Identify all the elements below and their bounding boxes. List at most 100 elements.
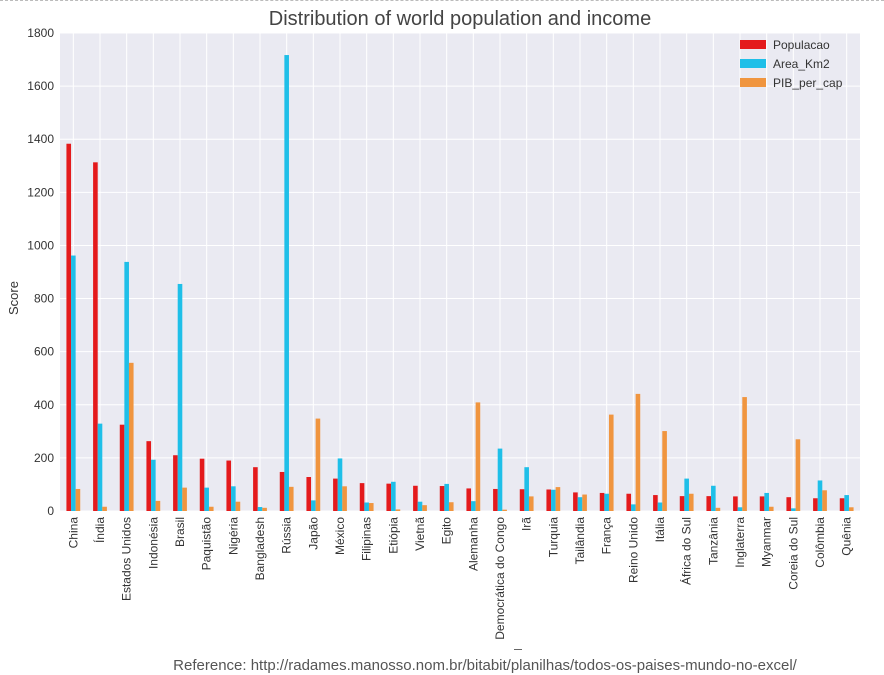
x-tick-label: Alemanha: [466, 517, 480, 571]
y-axis-label: Score: [6, 281, 21, 315]
bar-pib-per-cap: [742, 397, 747, 511]
bar-pib-per-cap: [395, 509, 401, 511]
bar-area-km2: [844, 495, 849, 511]
bar-area-km2: [151, 459, 156, 511]
x-tick-label: Bangladesh: [253, 517, 267, 580]
bar-populacao: [786, 497, 792, 511]
top-dashed-rule: [0, 0, 884, 1]
bar-area-km2: [337, 458, 343, 511]
bar-area-km2: [284, 55, 289, 512]
bar-area-km2: [817, 480, 823, 511]
bar-populacao: [706, 496, 712, 511]
y-tick-label: 0: [47, 504, 54, 518]
bar-pib-per-cap: [768, 506, 774, 511]
bar-pib-per-cap: [342, 486, 347, 511]
bar-pib-per-cap: [795, 439, 801, 511]
bar-pib-per-cap: [635, 393, 641, 511]
bar-populacao: [333, 478, 338, 511]
bar-populacao: [173, 455, 178, 511]
x-tick-label: Japão: [306, 517, 320, 550]
legend-label: Populacao: [773, 38, 830, 52]
bar-area-km2: [471, 501, 476, 511]
x-tick-label: Irã: [520, 517, 534, 531]
x-tick-label: Itália: [653, 517, 667, 543]
x-tick-label: Vietnã: [413, 517, 427, 551]
bar-populacao: [386, 483, 392, 511]
bar-populacao: [119, 424, 125, 511]
bar-pib-per-cap: [262, 507, 267, 511]
x-tick-label: Turquia: [546, 517, 560, 558]
x-tick-label: Tailândia: [573, 517, 587, 565]
bar-area-km2: [497, 448, 503, 511]
legend-label: PIB_per_cap: [773, 76, 843, 90]
bar-populacao: [733, 496, 738, 511]
bar-pib-per-cap: [475, 402, 481, 511]
bar-pib-per-cap: [528, 496, 534, 511]
x-tick-label: África do Sul: [679, 517, 694, 585]
y-tick-label: 600: [34, 345, 54, 359]
bar-area-km2: [551, 489, 556, 511]
x-tick-label: Myanmar: [760, 517, 774, 567]
bar-area-km2: [577, 497, 583, 511]
legend-label: Area_Km2: [773, 57, 830, 71]
bar-area-km2: [177, 283, 183, 511]
bar-populacao: [253, 467, 258, 511]
bar-area-km2: [311, 500, 316, 511]
bar-pib-per-cap: [315, 418, 321, 511]
bar-pib-per-cap: [75, 488, 81, 511]
x-tick-label: México: [333, 517, 347, 555]
bar-populacao: [306, 477, 312, 511]
bar-pib-per-cap: [822, 490, 827, 511]
bar-pib-per-cap: [662, 431, 667, 511]
x-tick-label: Inglaterra: [733, 517, 747, 568]
bar-pib-per-cap: [582, 494, 587, 511]
bar-populacao: [466, 488, 472, 511]
bar-populacao: [146, 441, 152, 511]
y-tick-label: 1200: [27, 185, 54, 199]
bar-area-km2: [204, 487, 209, 511]
plot-area: [60, 33, 860, 511]
bar-populacao: [626, 493, 632, 511]
bar-pib-per-cap: [102, 506, 107, 511]
y-tick-label: 1600: [27, 79, 54, 93]
bar-area-km2: [631, 504, 636, 511]
bar-pib-per-cap: [608, 414, 614, 511]
bar-populacao: [519, 489, 525, 511]
bar-populacao: [546, 489, 552, 511]
bar-pib-per-cap: [502, 509, 507, 511]
chart-title: Distribution of world population and inc…: [269, 8, 651, 30]
reference-note: Reference: http://radames.manosso.nom.br…: [173, 657, 797, 674]
x-tick-label: Coreia do Sul: [786, 517, 800, 590]
bar-populacao: [413, 485, 418, 511]
y-tick-label: 1800: [27, 26, 54, 40]
x-tick-label: Indonésia: [146, 517, 160, 569]
bar-populacao: [279, 471, 285, 511]
axis-underscore-mark: [514, 649, 522, 650]
y-tick-label: 200: [34, 451, 54, 465]
bar-area-km2: [257, 507, 263, 511]
y-tick-label: 1400: [27, 132, 54, 146]
bar-populacao: [759, 496, 765, 511]
bar-populacao: [839, 498, 845, 511]
bar-pib-per-cap: [235, 501, 241, 511]
bar-pib-per-cap: [848, 507, 854, 511]
bar-populacao: [679, 496, 685, 511]
bar-pib-per-cap: [288, 486, 294, 511]
x-tick-label: Paquistão: [200, 517, 214, 571]
x-tick-label: Filipinas: [360, 517, 374, 561]
bar-pib-per-cap: [182, 487, 187, 511]
bar-pib-per-cap: [715, 507, 721, 511]
bar-populacao: [199, 458, 205, 511]
y-tick-label: 800: [34, 292, 54, 306]
bar-area-km2: [684, 478, 689, 511]
bar-area-km2: [764, 492, 769, 511]
bar-populacao: [493, 488, 498, 511]
bar-pib-per-cap: [422, 505, 427, 511]
x-tick-label: Reino Unido: [626, 517, 640, 583]
bar-populacao: [813, 498, 818, 511]
bar-pib-per-cap: [128, 362, 134, 511]
x-tick-label: Rússia: [280, 517, 294, 554]
x-tick-label: Nigéria: [226, 517, 240, 555]
bar-area-km2: [657, 502, 663, 511]
